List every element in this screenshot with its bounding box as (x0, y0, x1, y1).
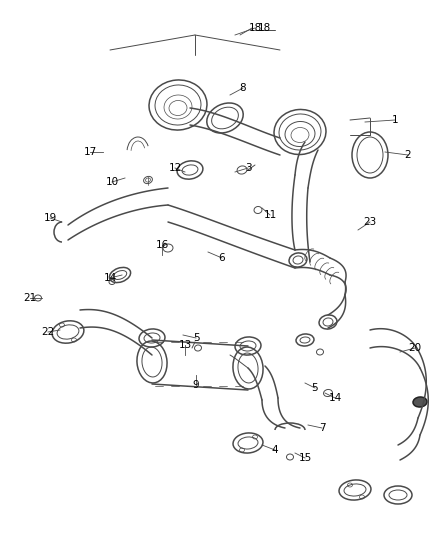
Text: 18: 18 (248, 23, 261, 33)
Text: 4: 4 (272, 445, 278, 455)
Text: 19: 19 (43, 213, 57, 223)
Text: 13: 13 (178, 340, 192, 350)
Text: 9: 9 (193, 380, 199, 390)
Text: 7: 7 (319, 423, 325, 433)
Text: 2: 2 (405, 150, 411, 160)
Ellipse shape (413, 397, 427, 407)
Text: 18: 18 (258, 23, 271, 33)
Text: 8: 8 (240, 83, 246, 93)
Text: 5: 5 (312, 383, 318, 393)
Text: 17: 17 (83, 147, 97, 157)
Text: 11: 11 (263, 210, 277, 220)
Text: 5: 5 (193, 333, 199, 343)
Text: 15: 15 (298, 453, 311, 463)
Text: 3: 3 (245, 163, 251, 173)
Text: 20: 20 (409, 343, 421, 353)
Text: 6: 6 (219, 253, 225, 263)
Text: 1: 1 (392, 115, 398, 125)
Text: 16: 16 (155, 240, 169, 250)
Text: 21: 21 (23, 293, 37, 303)
Text: 23: 23 (364, 217, 377, 227)
Text: 22: 22 (41, 327, 55, 337)
Text: 14: 14 (328, 393, 342, 403)
Text: 10: 10 (106, 177, 119, 187)
Text: 14: 14 (103, 273, 117, 283)
Text: 12: 12 (168, 163, 182, 173)
